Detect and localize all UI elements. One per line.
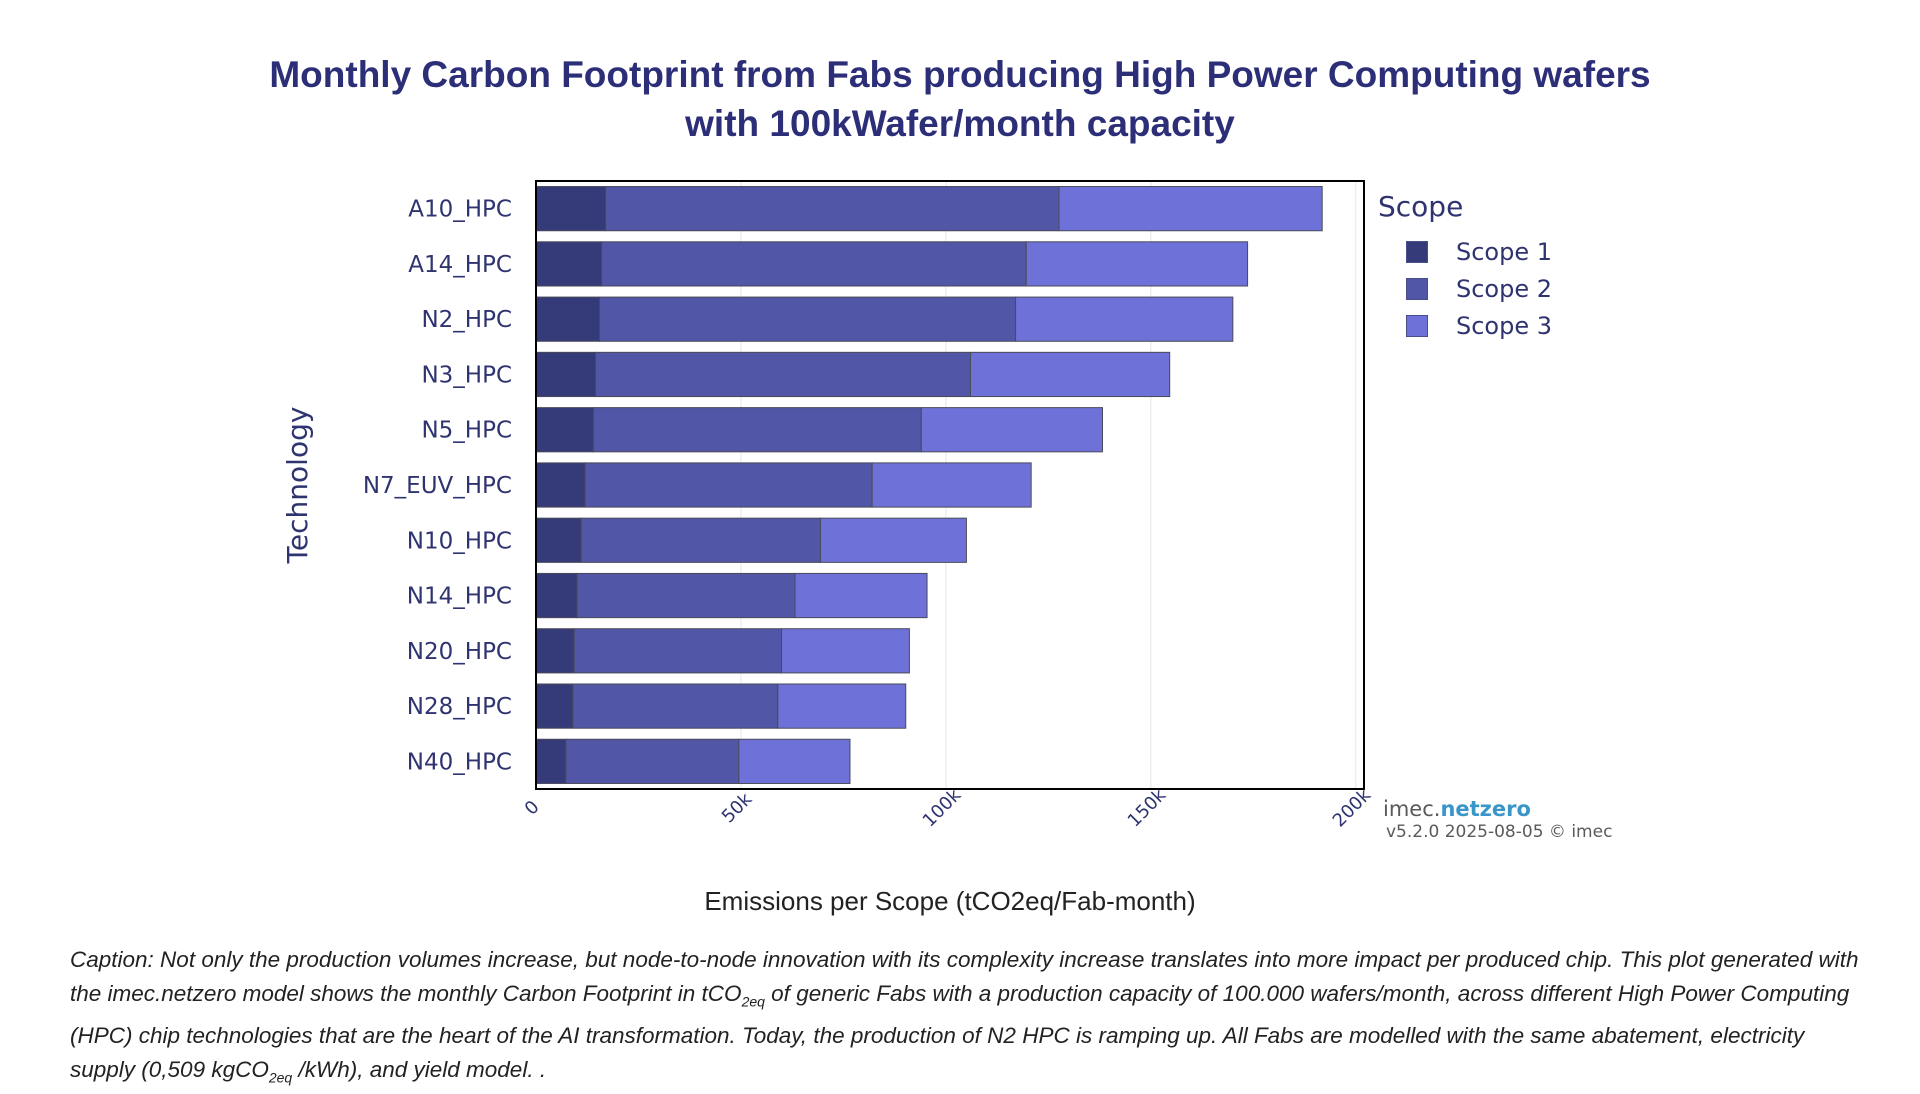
bar-n5-hpc-scope-2[interactable] xyxy=(592,407,922,453)
caption-sub-2: 2eq xyxy=(268,1069,293,1085)
bar-n3-hpc-scope-3[interactable] xyxy=(969,351,1171,398)
plot-frame xyxy=(535,180,1365,790)
bar-n28-hpc-scope-1[interactable] xyxy=(535,683,574,729)
bar-n2-hpc-scope-3[interactable] xyxy=(1015,296,1234,342)
legend-swatch xyxy=(1406,314,1428,337)
bar-n28-hpc-scope-3[interactable] xyxy=(777,683,907,729)
bar-n7-euv-hpc-scope-3[interactable] xyxy=(871,462,1032,508)
bar-a10-hpc-scope-3[interactable] xyxy=(1058,186,1323,232)
bar-n14-hpc-scope-2[interactable] xyxy=(576,572,796,619)
bar-a10-hpc-scope-1[interactable] xyxy=(535,186,607,232)
chart-title-line-2: with 100kWafer/month capacity xyxy=(685,103,1235,144)
bar-a14-hpc-scope-2[interactable] xyxy=(601,241,1027,287)
bar-n2-hpc-scope-1[interactable] xyxy=(535,296,601,342)
x-tick-label: 100k xyxy=(919,784,966,831)
y-tick-label: N10_HPC xyxy=(407,528,512,554)
bar-n40-hpc-scope-2[interactable] xyxy=(565,738,740,784)
y-tick-label: N3_HPC xyxy=(421,362,512,388)
x-axis-label: Emissions per Scope (tCO2eq/Fab-month) xyxy=(704,886,1195,916)
bar-a14-hpc-scope-1[interactable] xyxy=(535,241,603,287)
legend-label: Scope 3 xyxy=(1456,311,1553,340)
legend-item-scope-3[interactable]: Scope 3 xyxy=(1378,307,1552,344)
brand-logo-text: imec.netzero xyxy=(1383,797,1531,821)
y-tick-labels: A10_HPC A14_HPC N2_HPC N3_HPC N5_HPC N7_EUV_H… xyxy=(363,197,512,776)
y-tick-label: N7_EUV_HPC xyxy=(363,473,512,499)
legend-swatch xyxy=(1406,277,1428,300)
legend-swatch xyxy=(1406,240,1428,263)
legend-label: Scope 1 xyxy=(1456,237,1553,266)
bar-n10-hpc-scope-2[interactable] xyxy=(580,517,821,563)
bar-n14-hpc-scope-3[interactable] xyxy=(794,572,928,619)
bar-a10-hpc-scope-2[interactable] xyxy=(605,186,1060,232)
caption-part-1: Caption: Not only the production volumes… xyxy=(70,947,1859,1006)
legend-item-scope-1[interactable]: Scope 1 xyxy=(1378,233,1552,270)
bar-n20-hpc-scope-3[interactable] xyxy=(781,628,910,674)
caption-part-2: of generic Fabs with a production capaci… xyxy=(70,981,1850,1082)
y-tick-label: N40_HPC xyxy=(407,749,512,775)
x-tick-label: 150k xyxy=(1124,784,1171,831)
x-tick-labels: 0 50k 100k 150k 200k xyxy=(521,784,1376,831)
x-tick-label: 0 xyxy=(521,797,544,820)
brand-name: netzero xyxy=(1440,797,1531,821)
bar-n5-hpc-scope-3[interactable] xyxy=(920,407,1103,453)
bar-n10-hpc-scope-1[interactable] xyxy=(535,517,582,563)
bar-n3-hpc-scope-1[interactable] xyxy=(535,351,596,398)
legend: Scope Scope 1 Scope 2 Scope 3 xyxy=(1378,190,1552,344)
bar-n20-hpc-scope-2[interactable] xyxy=(573,628,783,674)
x-tick-label: 50k xyxy=(718,788,757,827)
legend-title: Scope xyxy=(1378,190,1464,223)
bar-n40-hpc-scope-1[interactable] xyxy=(535,738,567,784)
bar-n7-euv-hpc-scope-1[interactable] xyxy=(535,462,586,508)
bar-n14-hpc-scope-1[interactable] xyxy=(535,572,578,619)
bar-a14-hpc-scope-3[interactable] xyxy=(1025,241,1249,287)
legend-label: Scope 2 xyxy=(1456,274,1553,303)
bar-n40-hpc-scope-3[interactable] xyxy=(738,738,851,784)
brand-prefix: imec. xyxy=(1383,797,1441,821)
bar-n7-euv-hpc-scope-2[interactable] xyxy=(584,462,873,508)
bar-n3-hpc-scope-2[interactable] xyxy=(594,351,971,398)
y-tick-label: N20_HPC xyxy=(407,639,512,665)
y-tick-label: A10_HPC xyxy=(408,197,512,223)
y-tick-label: A14_HPC xyxy=(408,252,512,278)
bar-n28-hpc-scope-2[interactable] xyxy=(572,683,779,729)
bar-chart: A10_HPC A14_HPC N2_HPC N3_HPC N5_HPC N7_EUV_H… xyxy=(281,180,1376,916)
caption-sub-1: 2eq xyxy=(741,993,765,1010)
bar-n2-hpc-scope-2[interactable] xyxy=(599,296,1017,342)
y-tick-label: N2_HPC xyxy=(421,307,512,333)
y-tick-label: N5_HPC xyxy=(421,418,512,444)
chart-title-line-1: Monthly Carbon Footprint from Fabs produ… xyxy=(269,54,1651,95)
bar-n10-hpc-scope-3[interactable] xyxy=(819,517,967,563)
version-text: v5.2.0 2025-08-05 © imec xyxy=(1386,822,1613,842)
bar-n5-hpc-scope-1[interactable] xyxy=(535,407,594,453)
x-tick-label: 200k xyxy=(1329,784,1376,831)
y-tick-label: N28_HPC xyxy=(407,694,512,720)
chart-title: Monthly Carbon Footprint from Fabs produ… xyxy=(0,50,1920,148)
y-tick-label: N14_HPC xyxy=(407,584,512,610)
y-axis-label: Technology xyxy=(281,407,314,565)
caption: Caption: Not only the production volumes… xyxy=(70,943,1870,1094)
bar-n20-hpc-scope-1[interactable] xyxy=(535,628,575,674)
legend-item-scope-2[interactable]: Scope 2 xyxy=(1378,270,1552,307)
bars xyxy=(535,186,1323,784)
caption-part-3: /kWh), and yield model. . xyxy=(292,1056,547,1082)
